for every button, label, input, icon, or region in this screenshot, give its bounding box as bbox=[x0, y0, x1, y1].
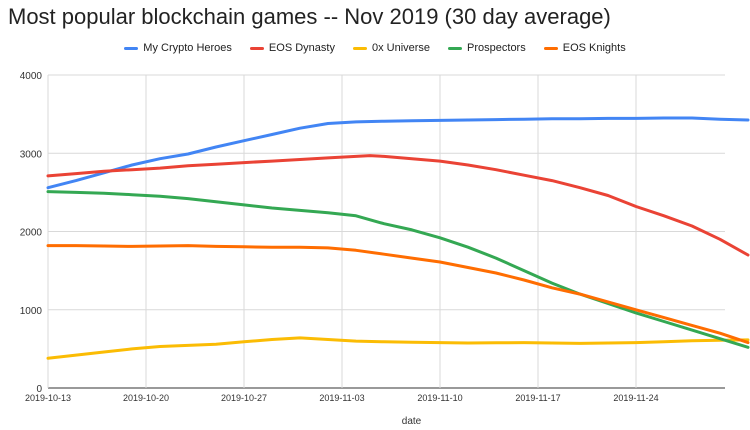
legend-label: 0x Universe bbox=[371, 42, 431, 54]
legend-label: Prospectors bbox=[467, 42, 526, 54]
y-tick-label: 3000 bbox=[20, 149, 43, 160]
x-tick-label: 2019-11-10 bbox=[417, 393, 462, 403]
series-line-prospectors bbox=[46, 190, 750, 349]
x-tick-label: 2019-11-03 bbox=[319, 393, 364, 403]
legend-swatch bbox=[448, 46, 463, 50]
legend-item: EOS Dynasty bbox=[249, 42, 335, 54]
legend-swatch bbox=[543, 46, 558, 50]
legend-item: 0x Universe bbox=[352, 42, 431, 54]
legend-item: My Crypto Heroes bbox=[124, 42, 232, 54]
legend-item: EOS Knights bbox=[543, 42, 626, 54]
series-line-my-crypto-heroes bbox=[46, 116, 750, 190]
legend-swatch bbox=[124, 46, 139, 50]
legend-item: Prospectors bbox=[448, 42, 526, 54]
series-line-0x-universe bbox=[46, 336, 750, 360]
legend-swatch bbox=[249, 46, 264, 50]
series-line-eos-dynasty bbox=[46, 154, 750, 257]
y-tick-label: 1000 bbox=[20, 306, 43, 317]
x-tick-label: 2019-10-20 bbox=[123, 393, 169, 403]
x-tick-label: 2019-10-13 bbox=[25, 393, 71, 403]
legend-label: EOS Dynasty bbox=[268, 42, 335, 54]
legend-label: EOS Knights bbox=[562, 42, 626, 54]
y-tick-label: 0 bbox=[36, 384, 42, 395]
legend-swatch bbox=[352, 46, 367, 50]
x-tick-label: 2019-10-27 bbox=[221, 393, 267, 403]
x-tick-label: 2019-11-17 bbox=[515, 393, 560, 403]
x-tick-label: 2019-11-24 bbox=[613, 393, 658, 403]
series-line-eos-knights bbox=[46, 244, 750, 345]
y-tick-label: 4000 bbox=[20, 71, 43, 82]
y-tick-label: 2000 bbox=[20, 228, 43, 239]
legend: My Crypto Heroes EOS Dynasty 0x Universe Pr… bbox=[0, 42, 750, 54]
chart-title: Most popular blockchain games -- Nov 201… bbox=[8, 4, 611, 29]
x-axis-label: date bbox=[402, 416, 422, 427]
legend-label: My Crypto Heroes bbox=[143, 42, 232, 54]
